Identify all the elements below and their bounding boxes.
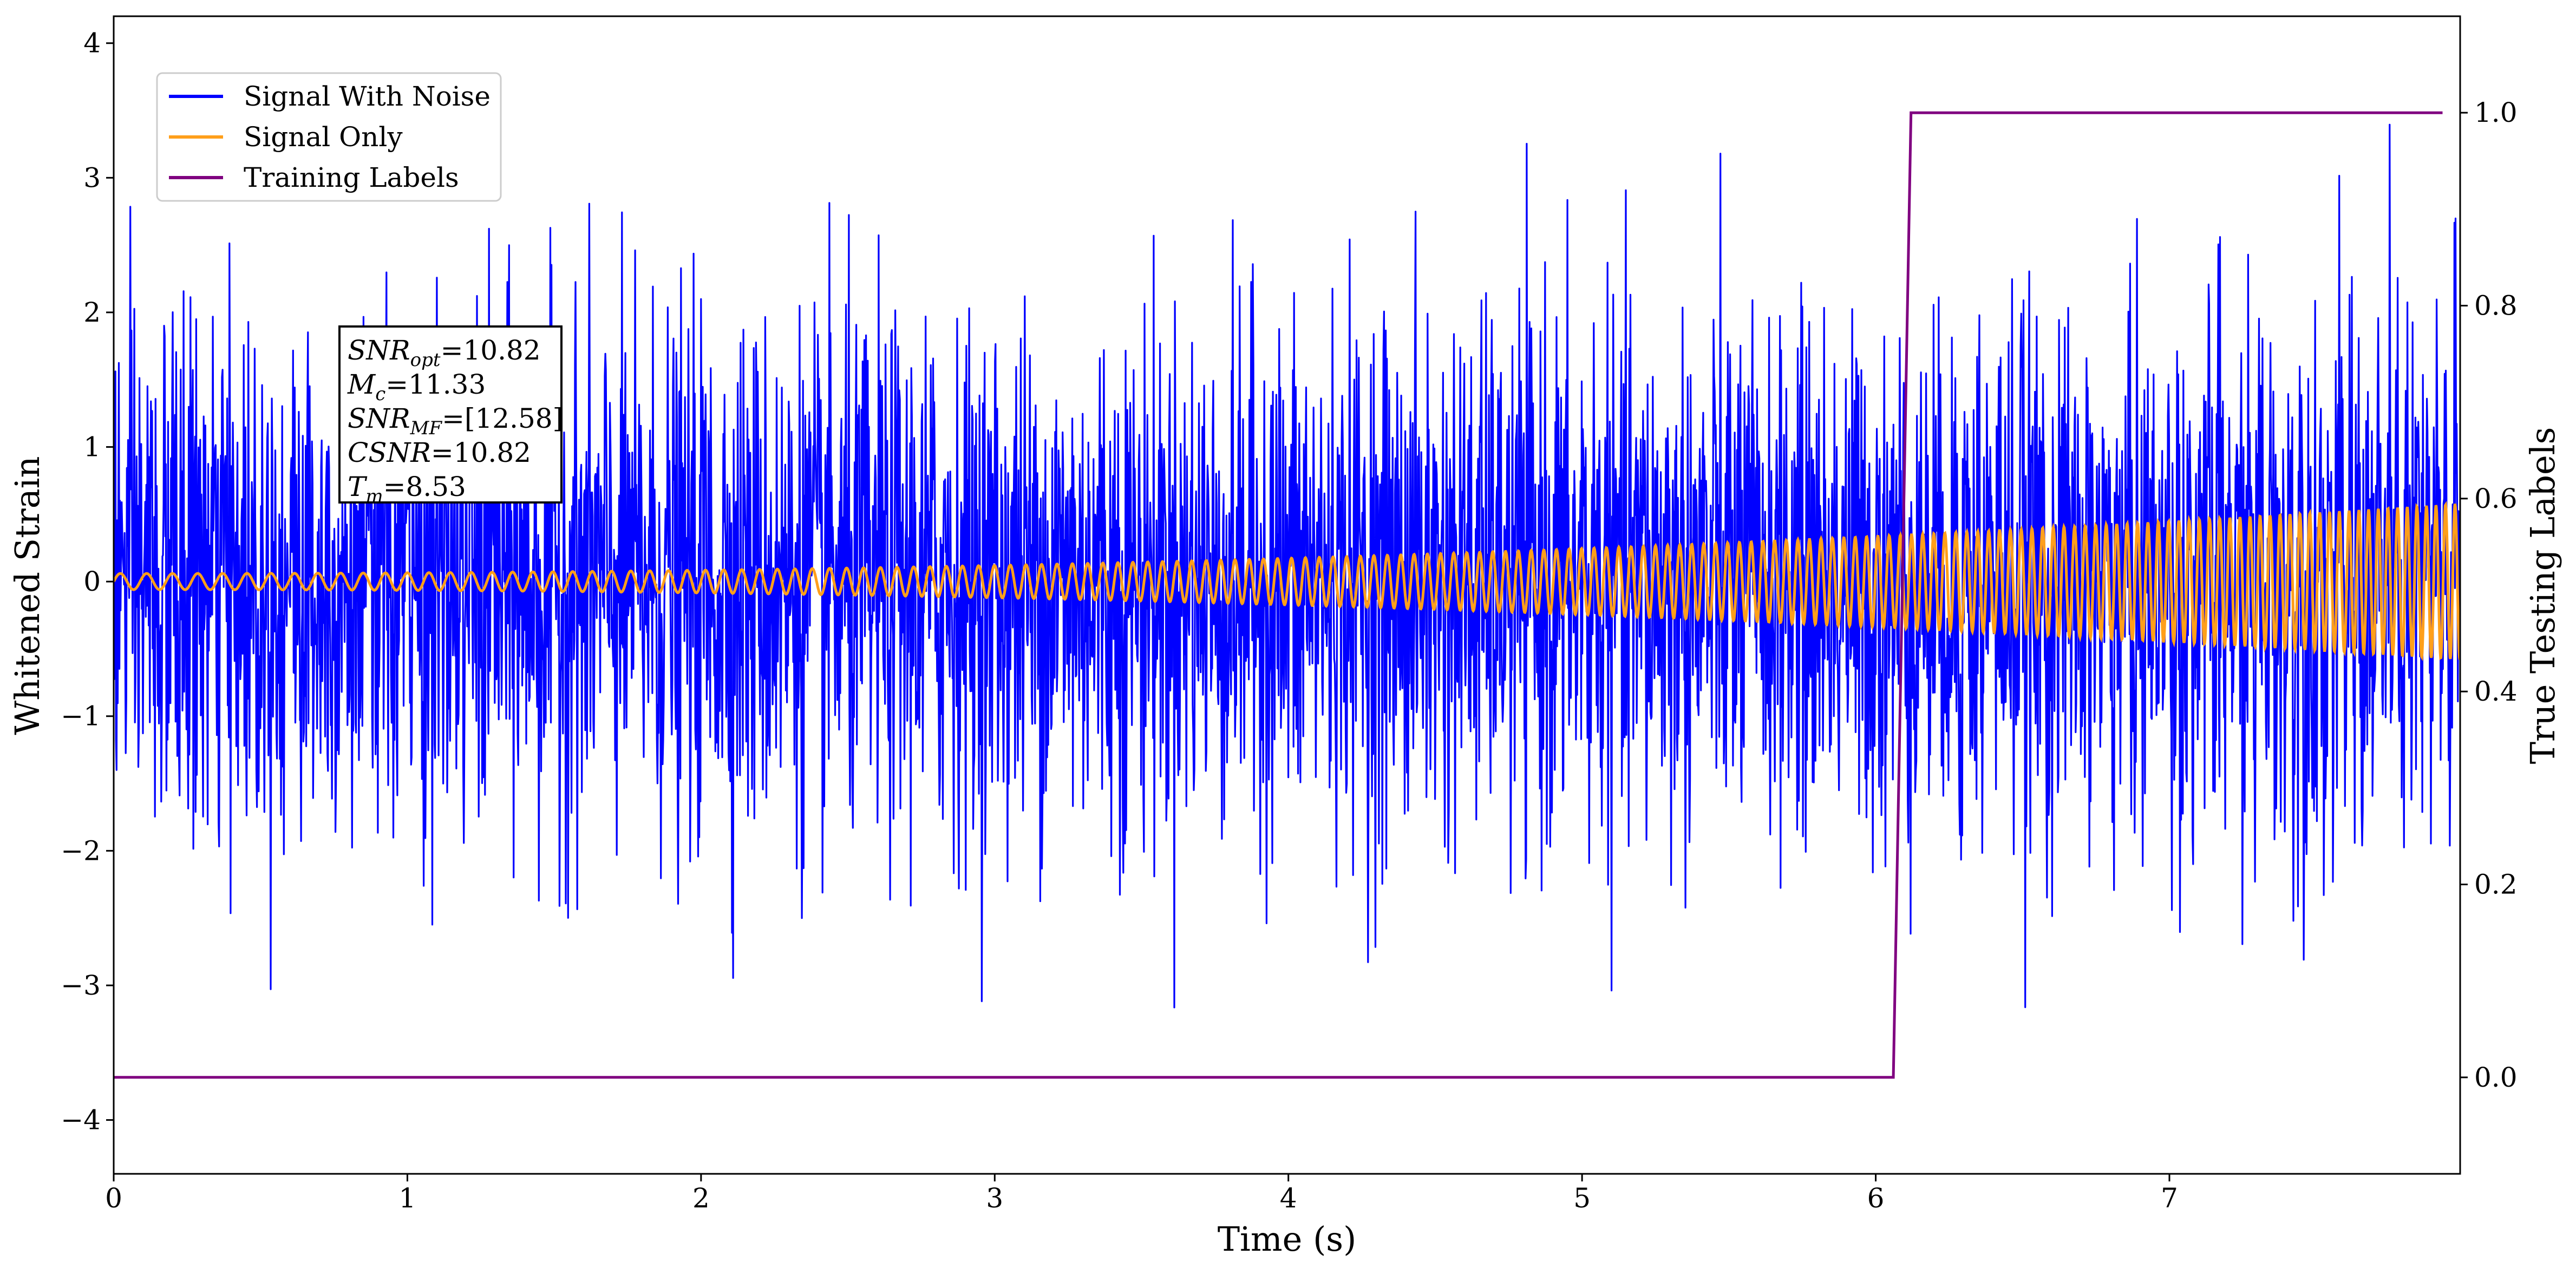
x-tick-label: 1 (399, 1182, 416, 1214)
annotation-value: =10.82 (431, 437, 531, 468)
y-tick-label: −1 (61, 701, 101, 732)
x-tick-label: 4 (1280, 1182, 1297, 1214)
annotation-symbol: SNR (348, 335, 410, 366)
legend: Signal With Noise Signal Only Training Lab… (156, 72, 502, 202)
y-axis-right: 0.0 0.2 0.4 0.6 0.8 1.0 (2460, 97, 2518, 1093)
legend-label: Training Labels (244, 162, 459, 193)
y2-tick-label: 0.2 (2474, 869, 2518, 900)
x-tick-label: 2 (692, 1182, 710, 1214)
x-tick-label: 3 (986, 1182, 1003, 1214)
legend-box (156, 72, 502, 202)
series-line-signal-only (114, 501, 2460, 662)
series-line-signal-with-noise (114, 123, 2460, 1009)
y2-tick-label: 0.6 (2474, 483, 2518, 514)
y2-tick-label: 0.0 (2474, 1062, 2518, 1093)
y-axis-left: −4 −3 −2 −1 0 1 2 3 4 (61, 28, 114, 1136)
legend-label: Signal Only (244, 121, 403, 153)
series-line-training-labels (114, 111, 2443, 1079)
annotation-subscript: m (365, 486, 383, 507)
annotation-symbol: T (348, 471, 368, 502)
annotation-box: SNRopt=10.82Mc=11.33SNRMF=[12.58]CSNR=10… (338, 325, 563, 507)
annotation-value: =11.33 (385, 369, 486, 400)
y-axis-label: Whitened Strain (8, 456, 47, 735)
y2-axis-label: True Testing Labels (2523, 427, 2562, 765)
y-tick-label: 0 (83, 566, 101, 597)
annotation-value: =8.53 (383, 471, 466, 502)
y-tick-label: −4 (61, 1105, 101, 1136)
legend-label: Signal With Noise (244, 81, 491, 112)
y-tick-label: 3 (83, 162, 101, 193)
annotation-line: Mc=11.33 (347, 369, 486, 405)
annotation-subscript: opt (410, 349, 441, 371)
y2-tick-label: 0.8 (2474, 290, 2518, 322)
y2-tick-label: 1.0 (2474, 97, 2518, 128)
annotation-value: =[12.58] (442, 403, 563, 434)
annotation-symbol: M (347, 369, 376, 400)
x-tick-label: 7 (2161, 1182, 2178, 1214)
plot-frame (113, 15, 2461, 1175)
series-layer (114, 111, 2460, 1079)
annotation-symbol: SNR (348, 403, 410, 434)
annotation-subscript: c (375, 383, 385, 405)
annotation-subscript: MF (410, 417, 443, 439)
y-tick-label: 2 (83, 297, 101, 328)
x-tick-label: 0 (105, 1182, 122, 1214)
y2-tick-label: 0.4 (2474, 676, 2518, 707)
annotation-line: SNRMF=[12.58] (348, 403, 563, 439)
annotation-line: CSNR=10.82 (348, 437, 531, 468)
annotation-line: Tm=8.53 (348, 471, 466, 507)
x-tick-label: 6 (1867, 1182, 1885, 1214)
annotation-frame (338, 325, 563, 504)
annotation-value: =10.82 (441, 335, 541, 366)
y-tick-label: 1 (83, 432, 101, 463)
annotation-line: SNRopt=10.82 (348, 335, 541, 371)
y-tick-label: −2 (61, 835, 101, 866)
y-tick-label: −3 (61, 970, 101, 1001)
x-tick-label: 5 (1573, 1182, 1591, 1214)
y-tick-label: 4 (83, 28, 101, 59)
annotation-symbol: CSNR (348, 437, 431, 468)
x-axis-label: Time (s) (1218, 1219, 1357, 1259)
x-axis: 0 1 2 3 4 5 6 7 (105, 1174, 2178, 1214)
